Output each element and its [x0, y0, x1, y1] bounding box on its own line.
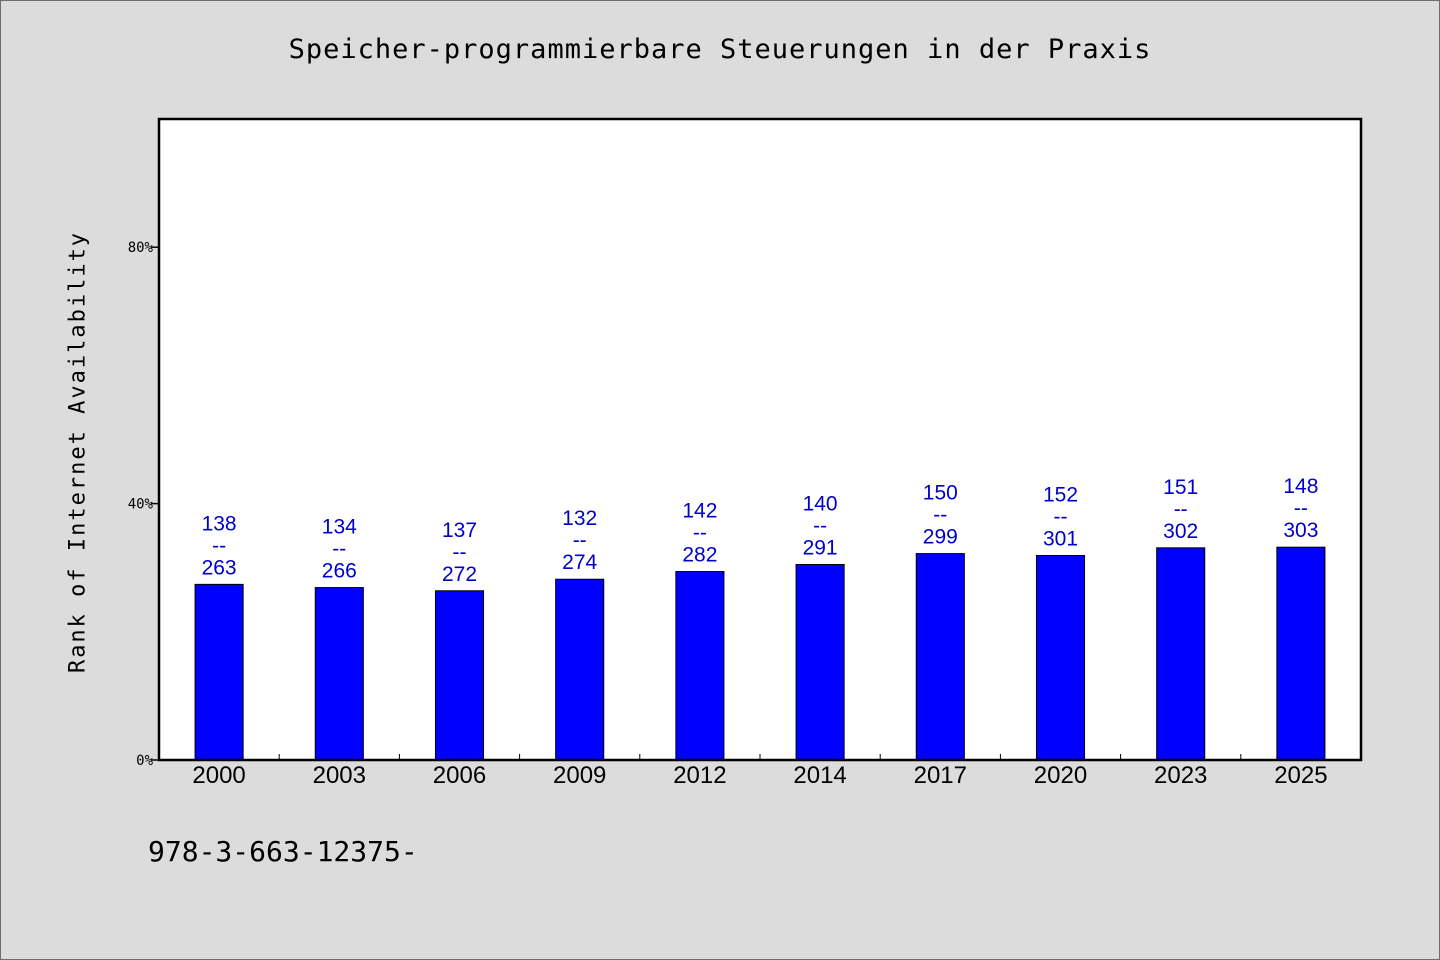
data-label-bottom: 266: [322, 560, 357, 583]
data-label-top: 137: [442, 519, 477, 542]
data-label-bottom: 263: [202, 556, 237, 579]
data-label-bottom: 291: [803, 536, 838, 559]
data-label-top: 142: [682, 500, 717, 523]
chart-title: Speicher-programmierbare Steuerungen in …: [288, 34, 1152, 65]
data-label-sep: --: [693, 522, 707, 545]
data-label-top: 151: [1163, 476, 1198, 499]
data-label-bottom: 272: [442, 563, 477, 586]
data-label-bottom: 302: [1163, 520, 1198, 543]
y-tick-label: 40%: [128, 497, 154, 513]
x-tick-label: 2012: [673, 762, 726, 789]
data-label-sep: --: [1294, 497, 1308, 520]
data-label-bottom: 301: [1043, 528, 1078, 551]
bar-2023: [1156, 547, 1206, 761]
bar-2012: [675, 571, 725, 761]
bar-2025: [1276, 546, 1326, 761]
x-tick-label: 2003: [313, 762, 366, 789]
x-tick-label: 2017: [914, 762, 967, 789]
x-tick-label: 2023: [1154, 762, 1207, 789]
data-label-top: 138: [202, 512, 237, 535]
data-label-bottom: 303: [1283, 519, 1318, 542]
bar-2020: [1035, 555, 1086, 761]
x-tick-label: 2014: [793, 762, 846, 789]
bar-2006: [434, 590, 485, 761]
bar-2003: [314, 587, 364, 761]
data-label-bottom: 282: [682, 544, 717, 567]
x-tick-label: 2020: [1034, 762, 1087, 789]
data-label-sep: --: [1174, 498, 1188, 521]
data-label-sep: --: [933, 504, 947, 527]
y-tick-label: 80%: [128, 240, 154, 256]
data-label-bottom: 299: [923, 526, 958, 549]
data-label-sep: --: [212, 534, 226, 557]
x-tick-label: 2000: [192, 762, 245, 789]
x-tick-label: 2025: [1274, 762, 1327, 789]
data-label-bottom: 274: [562, 551, 597, 574]
data-label-top: 150: [923, 482, 958, 505]
y-tick-label: 0%: [136, 753, 153, 769]
data-label-sep: --: [453, 541, 467, 564]
bar-2017: [915, 553, 965, 761]
data-label-sep: --: [573, 529, 587, 552]
bar-2014: [795, 563, 845, 761]
data-label-top: 134: [322, 516, 357, 539]
x-tick-label: 2009: [553, 762, 606, 789]
data-label-sep: --: [1054, 506, 1068, 529]
footer-code: 978-3-663-12375-: [148, 835, 418, 868]
data-label-top: 148: [1283, 475, 1318, 498]
data-label-top: 132: [562, 507, 597, 530]
bar-2009: [555, 578, 605, 761]
data-label-sep: --: [813, 514, 827, 537]
data-label-top: 152: [1043, 484, 1078, 507]
plot-border: [157, 117, 1363, 762]
x-tick-label: 2006: [433, 762, 486, 789]
data-label-top: 140: [803, 492, 838, 515]
bar-2000: [194, 583, 244, 761]
data-label-sep: --: [332, 538, 346, 561]
